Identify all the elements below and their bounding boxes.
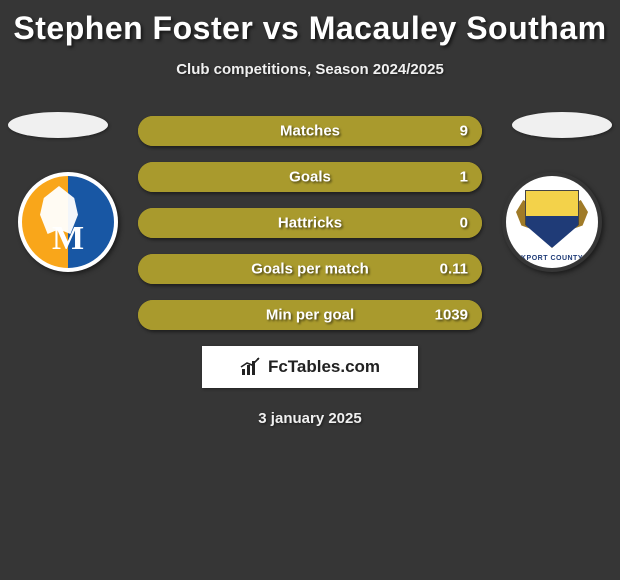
watermark: FcTables.com: [202, 346, 418, 388]
stat-label: Min per goal: [266, 307, 354, 324]
stat-bar: Goals 1: [138, 162, 482, 192]
stat-bar: Matches 9: [138, 116, 482, 146]
stat-value-right: 0: [460, 215, 468, 232]
crest-ribbon-text: KPORT COUNTY: [521, 255, 583, 262]
player-right-ellipse: [512, 112, 612, 138]
mansfield-crest-icon: [18, 172, 118, 272]
player-left-badge: [18, 172, 118, 272]
stats-bars: Matches 9 Goals 1 Hattricks 0 Goals per match 0…: [138, 116, 482, 330]
player-left-ellipse: [8, 112, 108, 138]
date-text: 3 january 2025: [0, 410, 620, 427]
stat-value-right: 9: [460, 123, 468, 140]
stat-value-right: 0.11: [440, 261, 468, 278]
stockport-crest-icon: KPORT COUNTY: [506, 176, 598, 268]
stat-label: Matches: [280, 123, 340, 140]
stat-bar: Goals per match 0.11: [138, 254, 482, 284]
stat-value-right: 1039: [435, 307, 468, 324]
page-title: Stephen Foster vs Macauley Southam: [0, 0, 620, 47]
stat-label: Goals: [289, 169, 331, 186]
subtitle: Club competitions, Season 2024/2025: [0, 61, 620, 78]
comparison-panel: KPORT COUNTY Matches 9 Goals 1 Hattricks 0 Goa…: [0, 116, 620, 427]
stat-bar: Hattricks 0: [138, 208, 482, 238]
stat-value-right: 1: [460, 169, 468, 186]
stat-bar: Min per goal 1039: [138, 300, 482, 330]
stat-label: Hattricks: [278, 215, 342, 232]
watermark-text: FcTables.com: [268, 357, 380, 377]
stat-bar-right-fill: [310, 162, 482, 192]
stat-label: Goals per match: [251, 261, 369, 278]
player-right-badge: KPORT COUNTY: [502, 172, 602, 272]
bar-chart-icon: [240, 357, 262, 377]
stat-bar-left-fill: [138, 162, 310, 192]
